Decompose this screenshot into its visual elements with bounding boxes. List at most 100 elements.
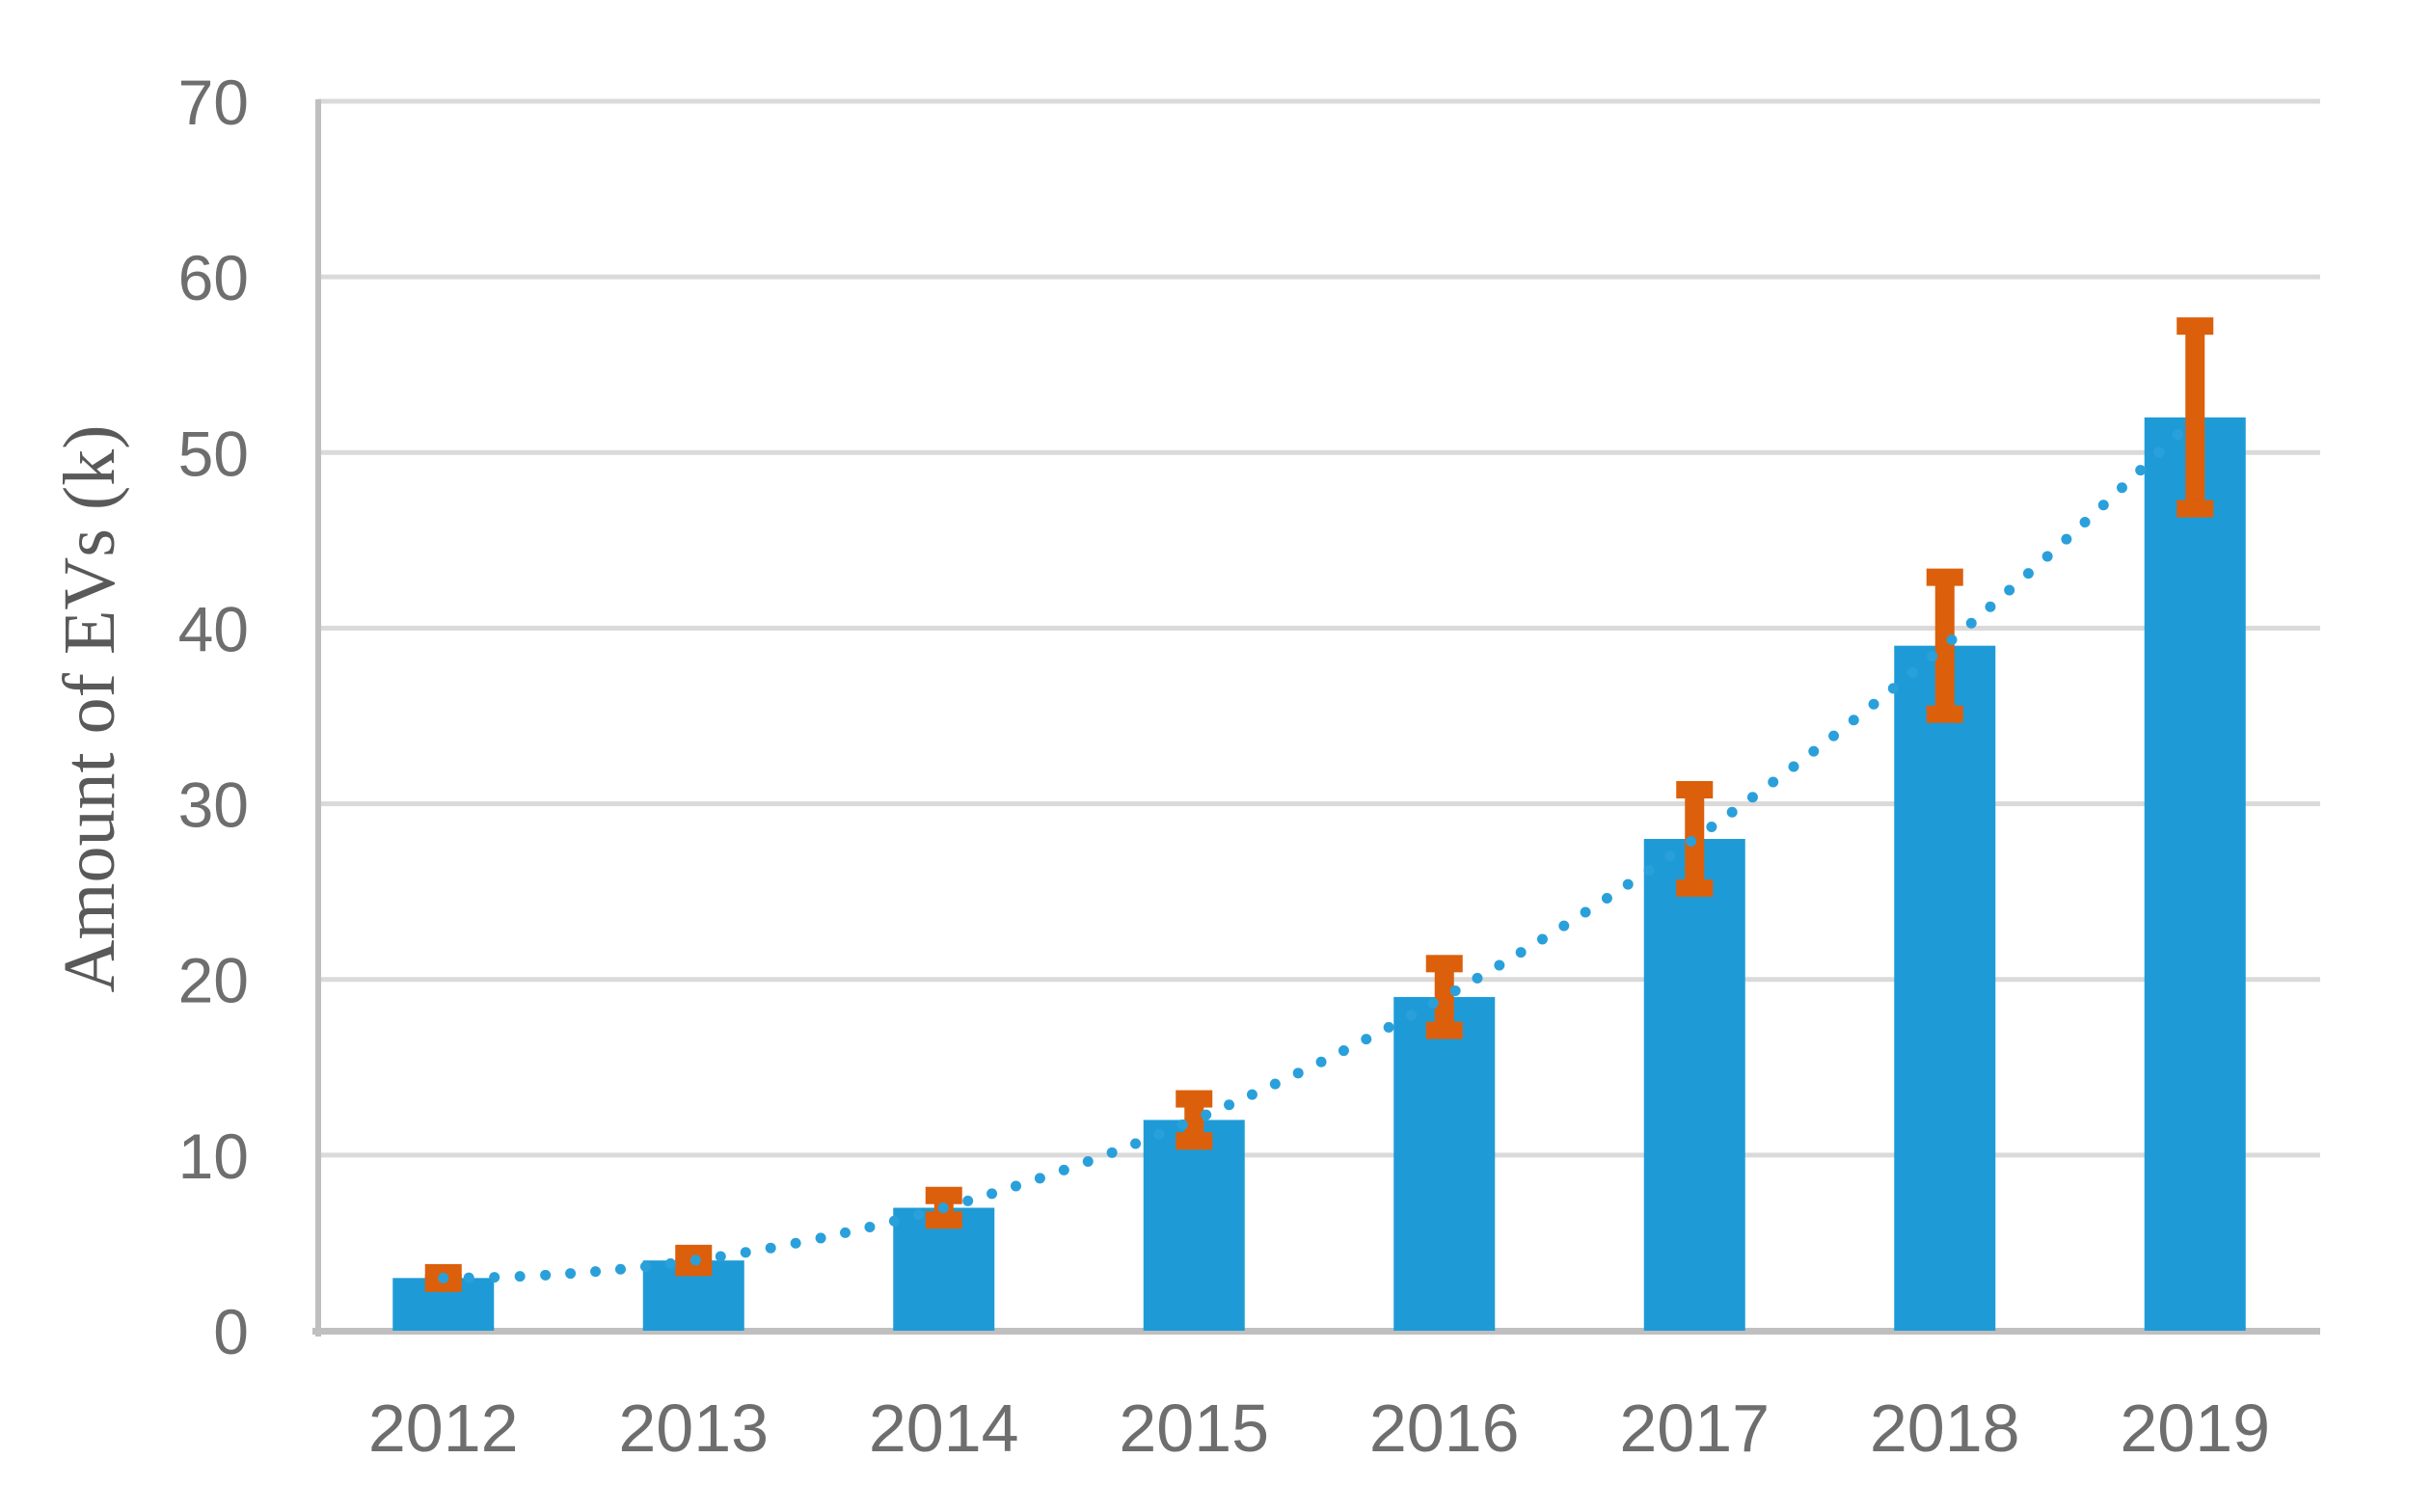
error-cap-bottom [2176, 500, 2214, 518]
error-cap-top [1676, 781, 1714, 798]
gridline-70 [318, 98, 2320, 104]
trend-dot [1472, 972, 1483, 984]
error-whisker [2185, 326, 2205, 509]
y-axis-line [315, 99, 321, 1336]
error-cap-top [925, 1186, 962, 1204]
trend-dot [639, 1260, 651, 1272]
trend-dot [815, 1232, 826, 1244]
trend-dot [1601, 893, 1612, 904]
trend-dot [1515, 947, 1527, 958]
gridline-50 [318, 449, 2320, 455]
trend-dot [1153, 1128, 1165, 1140]
gridline-30 [318, 801, 2320, 807]
x-tick-label-2017: 2017 [1619, 1390, 1770, 1466]
trend-dot [1622, 878, 1634, 890]
trend-dot [1726, 806, 1738, 818]
trend-dot [1130, 1138, 1142, 1149]
trend-dot [1907, 666, 1919, 678]
trend-dot [1848, 715, 1859, 726]
error-cap-top [1176, 1090, 1213, 1108]
trend-dot [790, 1237, 801, 1249]
trend-dot [1246, 1089, 1257, 1100]
trend-dot [937, 1202, 949, 1214]
x-tick-label-2015: 2015 [1119, 1390, 1269, 1466]
trend-dot [664, 1257, 676, 1269]
trend-dot [2004, 584, 2015, 596]
trend-dot [1034, 1173, 1045, 1184]
trend-dot [1643, 865, 1655, 877]
y-tick-label-20: 20 [178, 945, 249, 1016]
trend-dot [1315, 1056, 1327, 1067]
x-tick-label-2014: 2014 [869, 1390, 1019, 1466]
bar-2017 [1643, 839, 1745, 1331]
trend-dot [2097, 500, 2109, 511]
trend-dot [1082, 1155, 1094, 1167]
trend-dot [1361, 1034, 1372, 1045]
trend-dot [1965, 617, 1977, 629]
trend-dot [514, 1271, 526, 1282]
x-tick-label-2013: 2013 [618, 1390, 769, 1466]
gridline-40 [318, 625, 2320, 631]
trend-dot [765, 1242, 776, 1254]
bar-2015 [1143, 1120, 1245, 1331]
trend-dot [1887, 683, 1899, 694]
trend-dot [1788, 761, 1799, 772]
error-cap-bottom [1676, 879, 1714, 897]
x-tick-label-2019: 2019 [2120, 1390, 2270, 1466]
trend-dot [1828, 730, 1840, 742]
trend-dot [1269, 1078, 1281, 1090]
trend-dot [540, 1269, 552, 1281]
trend-dot [2172, 429, 2183, 441]
error-whisker [1434, 963, 1454, 1031]
error-cap-bottom [1926, 705, 1963, 723]
trend-dot [888, 1215, 900, 1227]
error-bar-2014 [925, 1186, 962, 1229]
trend-dot [1405, 1010, 1417, 1021]
x-axis-line [312, 1328, 2320, 1335]
error-cap-top [2176, 317, 2214, 336]
error-cap-top [675, 1244, 713, 1262]
error-cap-top [1425, 955, 1463, 973]
bar-2018 [1894, 645, 1996, 1331]
trend-dot [489, 1272, 500, 1283]
trend-dot [2153, 446, 2165, 458]
trend-dot [715, 1251, 726, 1262]
trend-dot [1449, 985, 1461, 996]
tick-labels-layer: 0 10 20 30 40 50 60 70 2012 2013 2014 2015 2016 2017 2… [178, 67, 2271, 1466]
error-cap-bottom [925, 1211, 962, 1229]
trend-dot [2022, 568, 2034, 580]
trend-dot [565, 1268, 577, 1280]
trend-dot [1808, 745, 1820, 757]
trend-dot [1292, 1067, 1304, 1079]
y-tick-label-60: 60 [178, 242, 249, 313]
error-cap-bottom [1176, 1132, 1213, 1150]
trend-dot [1558, 920, 1570, 932]
trend-dot [463, 1272, 474, 1283]
y-tick-label-10: 10 [178, 1120, 249, 1192]
trend-dot [1201, 1109, 1212, 1120]
trend-dot [438, 1272, 449, 1283]
trend-dot [1686, 836, 1697, 848]
trend-dot [740, 1247, 751, 1258]
error-cap-top [1926, 568, 1963, 586]
trend-dot [840, 1227, 852, 1238]
trend-dot [962, 1195, 974, 1206]
bars-layer [392, 417, 2246, 1331]
trendline-layer [438, 429, 2183, 1283]
trend-dot [1224, 1099, 1235, 1111]
y-tick-label-50: 50 [178, 418, 249, 489]
x-tick-label-2012: 2012 [368, 1390, 519, 1466]
trend-dot [1746, 792, 1758, 803]
error-bar-2015 [1176, 1090, 1213, 1150]
bar-2019 [2144, 417, 2246, 1331]
trend-dot [1868, 698, 1879, 710]
gridline-60 [318, 274, 2320, 280]
trend-dot [1010, 1180, 1021, 1192]
trend-dot [1664, 850, 1676, 862]
trend-dot [2041, 551, 2053, 562]
bar-2016 [1393, 996, 1496, 1331]
trend-dot [689, 1255, 701, 1266]
trend-dot [1927, 651, 1938, 662]
